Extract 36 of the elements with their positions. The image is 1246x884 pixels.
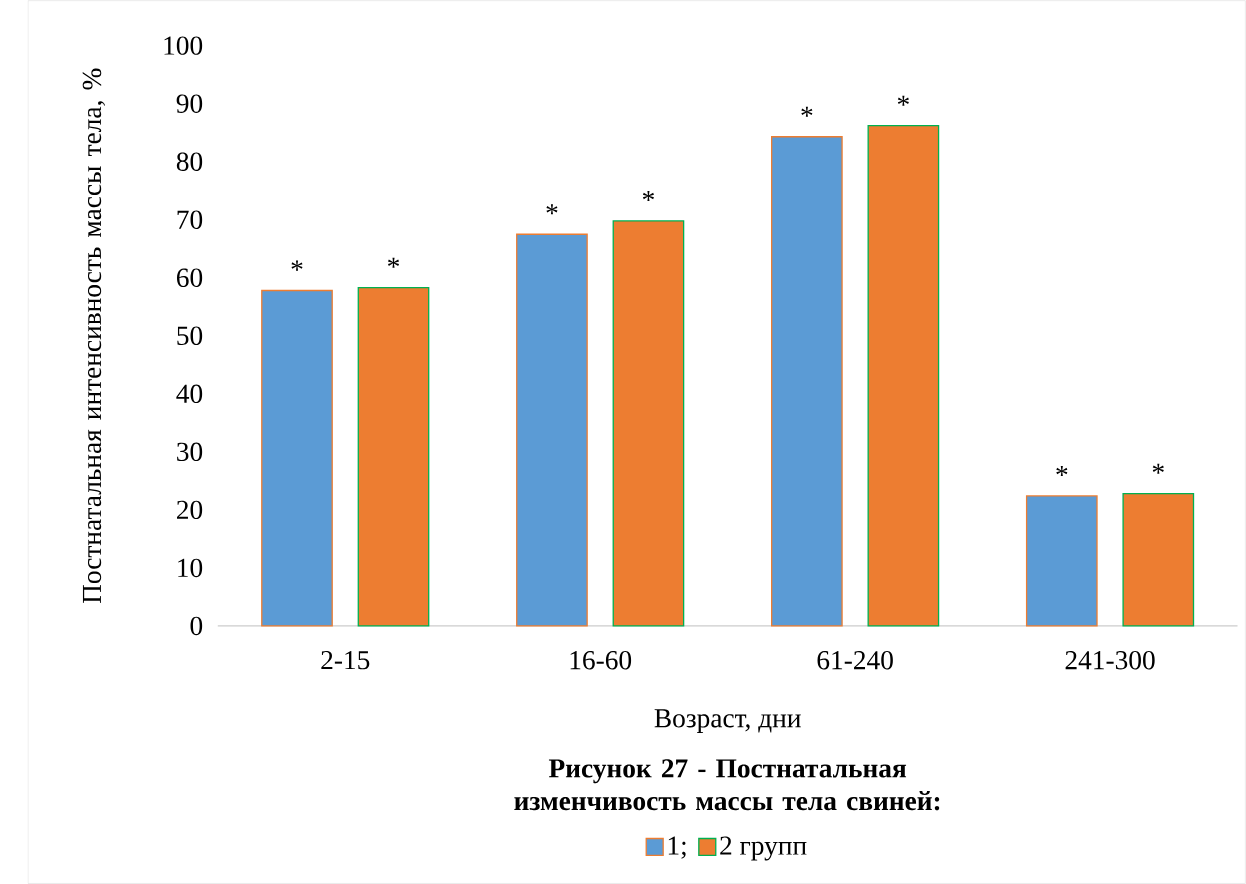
annotation: * (546, 204, 558, 215)
y-axis-title: Постнатальная интенсивность массы тела, % (82, 68, 106, 604)
annotation: * (291, 260, 303, 271)
annotation: * (801, 106, 813, 117)
legend-label: 1; (668, 836, 686, 859)
bar (357, 286, 430, 627)
y-tick-label: 50 (177, 326, 203, 345)
annotation: * (387, 257, 400, 268)
y-tick-label: 30 (177, 442, 203, 462)
bar (612, 220, 685, 627)
annotation: * (642, 190, 654, 201)
y-tick-label: 60 (176, 268, 203, 287)
y-tick-label: 0 (190, 616, 203, 636)
bar (261, 289, 333, 627)
bar (1025, 495, 1098, 627)
bar (1122, 492, 1195, 627)
legend-label: 2 групп (720, 836, 807, 861)
y-tick-label: 90 (176, 94, 203, 113)
bar (867, 125, 940, 627)
y-tick-label: 40 (176, 384, 203, 403)
y-tick-label: 20 (177, 500, 203, 520)
annotation: * (1056, 465, 1068, 476)
x-tick-label: 61-240 (817, 650, 893, 670)
bar (771, 136, 843, 627)
y-tick-label: 80 (176, 152, 203, 171)
x-tick-label: 241-300 (1065, 650, 1155, 670)
x-axis-title: Возраст, дни (654, 709, 801, 733)
y-tick-label: 70 (177, 210, 203, 229)
y-tick-label: 100 (164, 36, 203, 55)
x-tick-label: 2-15 (321, 650, 370, 670)
annotation: * (897, 95, 909, 106)
text: Рисунок 27 - Постнатальная изменчивость массы тела свиней: (514, 759, 940, 811)
y-tick-label: 10 (178, 558, 203, 578)
bar (516, 233, 588, 627)
annotation: * (1152, 463, 1164, 474)
x-tick-label: 16-60 (570, 650, 632, 670)
